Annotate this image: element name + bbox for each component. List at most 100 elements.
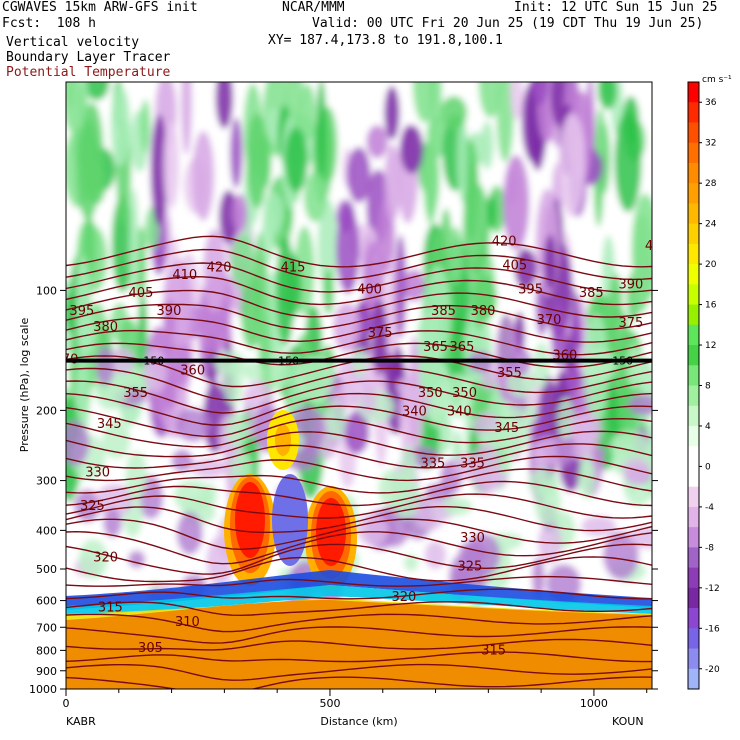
- colorbar-label: 0: [705, 462, 711, 472]
- y-tick-label: 400: [36, 524, 57, 537]
- theta-label: 365: [423, 340, 448, 355]
- colorbar-swatch: [688, 668, 699, 690]
- colorbar-swatch: [688, 628, 699, 650]
- y-tick-label: 100: [36, 284, 57, 297]
- colorbar-swatch: [688, 506, 699, 528]
- center-name: NCAR/MMM: [282, 0, 345, 15]
- y-tick-label: 900: [36, 665, 57, 678]
- theta-label: 375: [618, 316, 643, 331]
- theta-label: 340: [447, 404, 472, 419]
- colorbar-swatch: [688, 223, 699, 245]
- endpoint-left-label: KABR: [66, 715, 96, 728]
- y-tick-label: 600: [36, 595, 57, 608]
- theta-label: 420: [207, 260, 232, 275]
- theta-label: 335: [420, 456, 445, 471]
- field-name-potential-temperature: Potential Temperature: [6, 65, 171, 80]
- theta-label: 390: [618, 277, 643, 292]
- y-tick-label: 800: [36, 644, 57, 657]
- line-150-label: 150: [143, 355, 164, 368]
- colorbar: 36 32 28 24 20 16 12 8 4 0 -4 -8 -12 -16 -20: [687, 81, 720, 690]
- colorbar-label: 16: [705, 301, 717, 311]
- colorbar-swatch: [688, 527, 699, 548]
- theta-label: 360: [180, 364, 205, 379]
- colorbar-swatch: [688, 183, 699, 204]
- colorbar-swatch: [688, 608, 699, 629]
- colorbar-swatch: [688, 425, 699, 447]
- y-tick-label: 300: [36, 475, 57, 488]
- theta-label: 385: [431, 304, 456, 319]
- theta-label: 390: [157, 304, 182, 319]
- theta-label: 325: [457, 560, 482, 575]
- theta-label: 400: [357, 283, 382, 298]
- theta-label: 355: [497, 366, 522, 381]
- theta-label: 415: [281, 260, 306, 275]
- colorbar-swatch: [688, 446, 699, 467]
- colorbar-label: -4: [705, 503, 714, 513]
- colorbar-swatch: [688, 162, 699, 184]
- theta-label: 405: [129, 286, 154, 301]
- theta-label: 310: [175, 615, 200, 630]
- colorbar-swatch: [688, 547, 699, 569]
- colorbar-label: 8: [705, 382, 711, 392]
- model-title: CGWAVES 15km ARW-GFS init: [2, 0, 198, 15]
- colorbar-label: 20: [705, 260, 717, 270]
- colorbar-swatch: [688, 122, 699, 144]
- line-150-label: 150: [278, 355, 299, 368]
- line-150: 150 150 150: [66, 355, 652, 368]
- colorbar-swatch: [688, 648, 699, 670]
- field-name-vertical-velocity: Vertical velocity: [6, 35, 140, 50]
- y-tick-label: 700: [36, 621, 57, 634]
- colorbar-label: -12: [705, 584, 720, 594]
- theta-label: 350: [418, 386, 443, 401]
- colorbar-label: 32: [705, 139, 716, 149]
- theta-label: 380: [471, 304, 496, 319]
- colorbar-label: 28: [705, 179, 717, 189]
- theta-label: 340: [402, 404, 427, 419]
- cross-section-endpoints: XY= 187.4,173.8 to 191.8,100.1: [268, 33, 503, 48]
- theta-label: 375: [368, 326, 393, 341]
- theta-label: 320: [391, 590, 416, 605]
- colorbar-swatch: [688, 102, 699, 123]
- colorbar-swatch: [688, 203, 699, 225]
- colorbar-swatch: [688, 466, 699, 488]
- theta-label: 330: [85, 466, 110, 481]
- theta-label: 365: [450, 340, 475, 355]
- colorbar-swatch: [688, 587, 699, 609]
- colorbar-swatch: [688, 486, 699, 508]
- forecast-hour: Fcst: 108 h: [2, 16, 96, 31]
- y-tick-label: 1000: [29, 683, 57, 696]
- endpoint-right-label: KOUN: [612, 715, 644, 728]
- theta-label: 385: [579, 286, 604, 301]
- colorbar-swatch: [688, 385, 699, 407]
- field-name-boundary-layer-tracer: Boundary Layer Tracer: [6, 50, 171, 65]
- valid-time: Valid: 00 UTC Fri 20 Jun 25 (19 CDT Thu …: [312, 16, 704, 31]
- colorbar-label: 12: [705, 341, 716, 351]
- theta-label: 405: [502, 258, 527, 273]
- colorbar-label: 24: [705, 220, 717, 230]
- colorbar-swatch: [688, 243, 699, 265]
- theta-label: 420: [492, 235, 517, 250]
- plot-frame: [65, 81, 653, 690]
- init-time: Init: 12 UTC Sun 15 Jun 25: [514, 0, 718, 15]
- theta-label: 320: [93, 550, 118, 565]
- colorbar-swatch: [688, 82, 699, 103]
- colorbar-label: 4: [705, 422, 711, 432]
- x-tick-label: 0: [63, 697, 70, 710]
- theta-label: 330: [460, 531, 485, 546]
- colorbar-swatch: [688, 345, 699, 366]
- theta-label: 410: [172, 268, 197, 283]
- theta-label: 315: [98, 600, 123, 615]
- y-tick-label: 500: [36, 563, 57, 576]
- colorbar-swatch: [688, 304, 699, 326]
- theta-label: 395: [518, 283, 543, 298]
- line-150-label: 150: [612, 355, 633, 368]
- theta-label: 380: [93, 320, 118, 335]
- colorbar-swatch: [688, 284, 699, 306]
- colorbar-swatch: [688, 365, 699, 386]
- theta-label: 355: [123, 386, 148, 401]
- colorbar-swatch: [688, 324, 699, 346]
- colorbar-label: 36: [705, 98, 717, 108]
- theta-label: 345: [97, 417, 122, 432]
- colorbar-swatch: [688, 264, 699, 285]
